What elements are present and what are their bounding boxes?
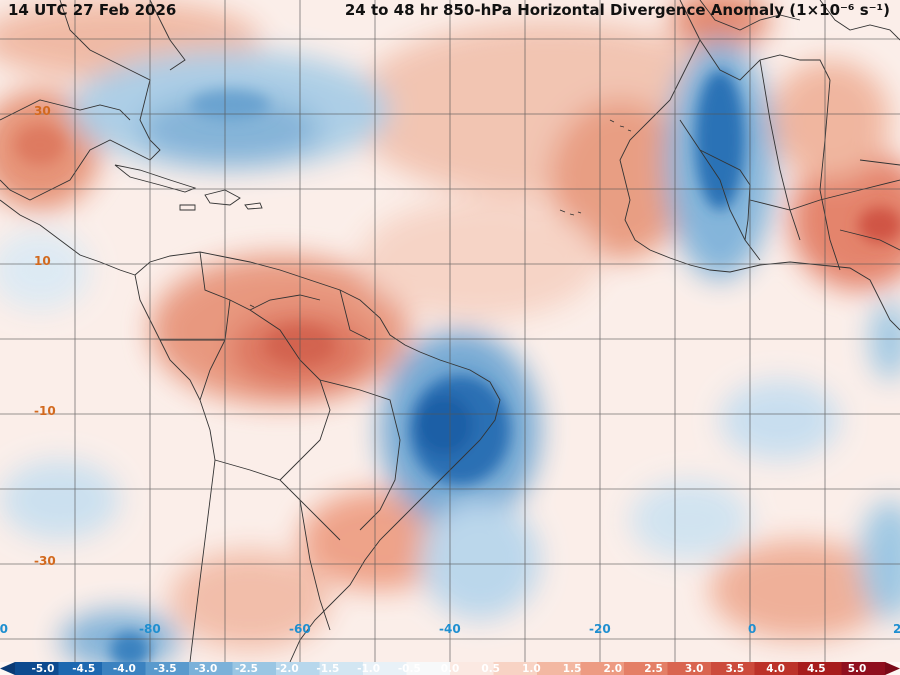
colorbar-tick-label: 1.0 [522, 663, 541, 675]
colorbar-tick-label: -5.0 [31, 663, 55, 675]
lon-label-minus-40: -40 [439, 622, 461, 636]
colorbar-tick-label: 4.0 [766, 663, 785, 675]
colorbar-tick-label: 0.5 [481, 663, 500, 675]
colorbar-tick-label: -1.0 [357, 663, 381, 675]
colorbar-tick-label: -3.5 [153, 663, 177, 675]
colorbar-swatch [580, 662, 625, 675]
colorbar-swatch [15, 662, 59, 675]
colorbar-swatch [189, 662, 233, 675]
colorbar-swatch [537, 662, 581, 675]
colorbar-swatch [841, 662, 886, 675]
colorbar-tick-label: -2.5 [235, 663, 258, 675]
colorbar-swatch [406, 662, 451, 675]
colorbar-tick-label: -4.0 [112, 663, 136, 675]
colorbar-tick-label: -3.0 [194, 663, 218, 675]
colorbar-swatch [102, 662, 146, 675]
colorbar-tick-label: 1.5 [562, 663, 582, 675]
lat-label-minus-10: -10 [34, 404, 56, 418]
colorbar-swatch [145, 662, 190, 675]
lat-label-30: 30 [34, 104, 51, 118]
lon-label-minus-60: -60 [289, 622, 311, 636]
lon-label-minus-100: -100 [0, 622, 9, 636]
colorbar-tick-label: 2.0 [603, 663, 623, 675]
lat-label-10: 10 [34, 254, 51, 268]
valid-time-title: 14 UTC 27 Feb 2026 [8, 1, 177, 19]
colorbar [0, 662, 900, 675]
colorbar-swatch [493, 662, 538, 675]
colorbar-tick-label: -0.5 [397, 663, 421, 675]
colorbar-swatch [450, 662, 494, 675]
colorbar-swatch [319, 662, 364, 675]
colorbar-tick-label: 2.5 [644, 663, 663, 675]
lon-label-minus-20: -20 [589, 622, 611, 636]
colorbar-cap-low [0, 662, 15, 675]
lon-label-0: 0 [748, 622, 757, 636]
colorbar-tick-label: 3.5 [725, 663, 745, 675]
colorbar-tick-label: -2.0 [275, 663, 299, 675]
lon-label-20: 20 [893, 622, 900, 636]
colorbar-tick-label: 0.0 [440, 663, 460, 675]
colorbar-swatch [754, 662, 799, 675]
colorbar-swatch [276, 662, 320, 675]
lon-label-minus-80: -80 [139, 622, 161, 636]
colorbar-tick-label: -4.5 [72, 663, 96, 675]
colorbar-cap-high [885, 662, 900, 675]
colorbar-tick-label: 3.0 [684, 663, 704, 675]
colorbar-swatch [363, 662, 407, 675]
colorbar-swatch [58, 662, 103, 675]
colorbar-swatch [232, 662, 277, 675]
lat-label-minus-30: -30 [34, 554, 56, 568]
map-title: 24 to 48 hr 850-hPa Horizontal Divergenc… [344, 1, 890, 19]
colorbar-swatch [711, 662, 755, 675]
colorbar-swatch [798, 662, 842, 675]
colorbar-tick-label: 5.0 [847, 663, 867, 675]
colorbar-tick-label: -1.5 [316, 663, 340, 675]
colorbar-swatch [667, 662, 712, 675]
colorbar-swatch [624, 662, 668, 675]
colorbar-tick-label: 4.5 [806, 663, 826, 675]
